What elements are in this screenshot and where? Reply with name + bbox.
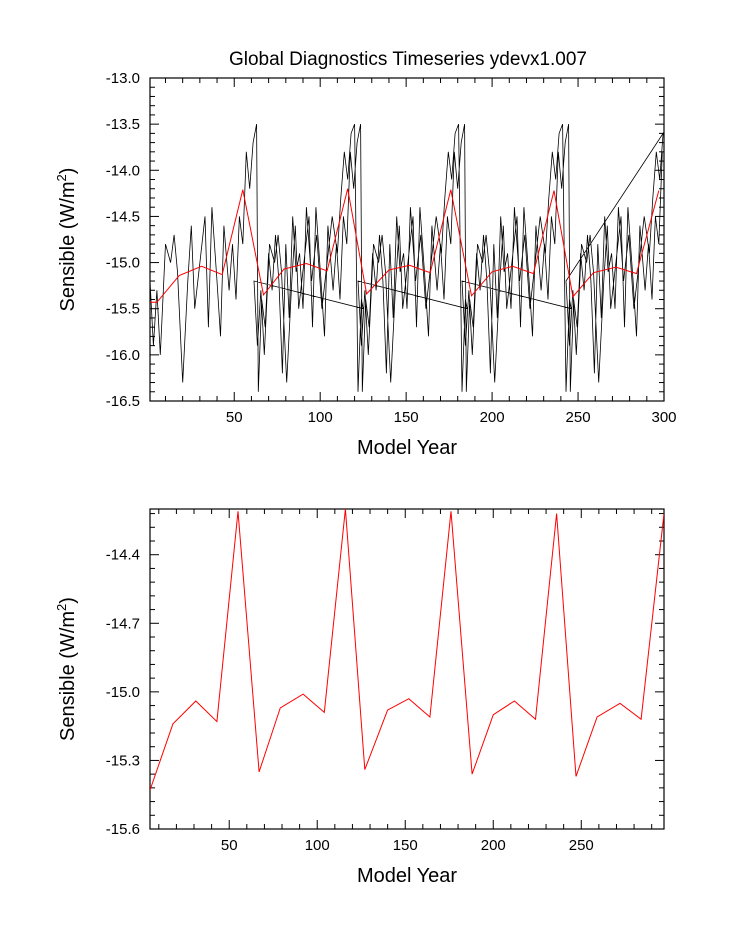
y-tick-label: -15.0 [106, 684, 140, 701]
y-axis-label: Sensible (W/m2) [54, 597, 79, 741]
x-tick-label: 200 [480, 409, 505, 426]
y-axis-label: Sensible (W/m2) [54, 168, 79, 312]
x-tick-label: 50 [226, 409, 243, 426]
y-tick-label: -14.7 [106, 615, 140, 632]
y-tick-label: -14.0 [106, 162, 140, 179]
plot-frame [149, 77, 665, 402]
y-tick-label: -14.4 [106, 547, 140, 564]
y-tick-label: -15.6 [106, 821, 140, 838]
bottom-plot-panel: 50 100 150 200 250 -14.4 -14.7 -15.0 -15.3 -15.6 M… [54, 508, 665, 887]
x-tick-label: 300 [651, 409, 676, 426]
x-tick-label: 250 [566, 409, 591, 426]
x-tick-label: 250 [569, 837, 594, 854]
y-tick-label: -15.0 [106, 255, 140, 272]
top-plot-panel: 50 100 150 200 250 300 -13.0 -13.5 -14.0 -14.5 -15… [54, 70, 677, 459]
series-line-annual-mean [150, 188, 660, 303]
x-tick-label: 150 [394, 409, 419, 426]
x-tick-label: 100 [305, 837, 330, 854]
x-axis-label: Model Year [357, 437, 457, 459]
x-tick-label: 150 [393, 837, 418, 854]
plot-frame [149, 508, 665, 830]
y-tick-label: -15.3 [106, 752, 140, 769]
y-tick-label: -13.5 [106, 116, 140, 133]
x-tick-label: 100 [308, 409, 333, 426]
series-line-monthly [150, 123, 664, 392]
y-tick-label: -13.0 [106, 70, 140, 87]
x-axis-label: Model Year [357, 865, 457, 887]
y-tick-label: -15.5 [106, 301, 140, 318]
chart-title: Global Diagnostics Timeseries ydevx1.007 [229, 49, 587, 70]
x-tick-label: 50 [221, 837, 238, 854]
y-tick-label: -16.5 [106, 393, 140, 410]
series-line-annual-mean [150, 509, 664, 791]
y-tick-label: -16.0 [106, 347, 140, 364]
y-tick-label: -14.5 [106, 208, 140, 225]
x-tick-label: 200 [481, 837, 506, 854]
